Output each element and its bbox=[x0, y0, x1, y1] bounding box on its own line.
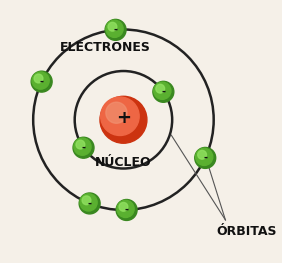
Circle shape bbox=[105, 19, 126, 40]
Circle shape bbox=[32, 72, 49, 89]
Text: -: - bbox=[203, 153, 207, 163]
Text: -: - bbox=[81, 143, 85, 153]
Circle shape bbox=[154, 82, 171, 99]
Circle shape bbox=[100, 96, 147, 143]
Circle shape bbox=[116, 200, 137, 220]
Circle shape bbox=[117, 200, 134, 218]
Text: -: - bbox=[40, 77, 44, 87]
Circle shape bbox=[34, 74, 43, 83]
Circle shape bbox=[73, 137, 94, 158]
Text: NÚCLEO: NÚCLEO bbox=[95, 156, 152, 169]
Circle shape bbox=[106, 102, 127, 123]
Circle shape bbox=[156, 84, 165, 93]
Circle shape bbox=[82, 196, 91, 205]
Circle shape bbox=[198, 150, 206, 159]
Circle shape bbox=[79, 193, 100, 214]
Circle shape bbox=[76, 140, 85, 149]
Circle shape bbox=[196, 148, 213, 165]
Text: -: - bbox=[161, 87, 165, 97]
Circle shape bbox=[80, 194, 97, 211]
Text: -: - bbox=[114, 25, 118, 35]
Circle shape bbox=[195, 148, 216, 168]
Circle shape bbox=[119, 203, 128, 211]
Circle shape bbox=[153, 81, 174, 102]
Circle shape bbox=[31, 71, 52, 92]
Circle shape bbox=[74, 138, 91, 155]
Circle shape bbox=[108, 22, 117, 31]
Text: ELECTRONES: ELECTRONES bbox=[60, 41, 151, 54]
Text: +: + bbox=[116, 109, 131, 127]
Text: -: - bbox=[88, 199, 92, 209]
Circle shape bbox=[106, 20, 123, 37]
Text: ÓRBITAS: ÓRBITAS bbox=[216, 225, 276, 238]
Text: -: - bbox=[125, 205, 129, 215]
Circle shape bbox=[101, 97, 139, 135]
